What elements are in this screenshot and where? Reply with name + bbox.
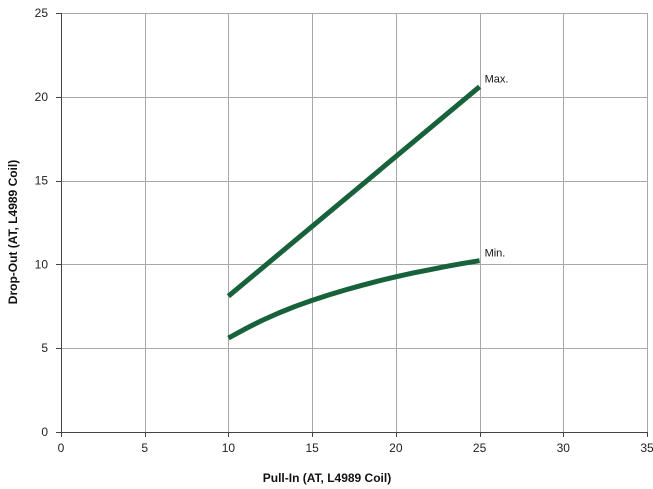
series-line-max: [226, 84, 482, 299]
series-label: Min.: [485, 248, 506, 260]
x-tick-label: 20: [389, 441, 403, 455]
x-tick-label: 10: [222, 441, 236, 455]
y-tick-label: 15: [35, 174, 49, 188]
series-line-min: [227, 258, 480, 341]
y-tick-label: 20: [35, 90, 49, 104]
x-tick-label: 0: [58, 441, 65, 455]
y-tick-label: 10: [35, 257, 49, 271]
y-tick-label: 5: [41, 341, 48, 355]
x-tick-label: 35: [640, 441, 653, 455]
axis-layer: [56, 13, 648, 437]
series-label: Max.: [485, 74, 509, 86]
y-tick-label: 25: [35, 6, 49, 20]
x-tick-label: 25: [473, 441, 487, 455]
x-axis-title: Pull-In (AT, L4989 Coil): [263, 471, 391, 485]
x-tick-label: 30: [557, 441, 571, 455]
x-tick-label: 5: [141, 441, 148, 455]
x-tick-label: 15: [305, 441, 319, 455]
series-layer: Max. Min.: [226, 74, 509, 341]
tick-layer: 0 5 10 15 20 25 30 35 0 5 10 15 20 25: [35, 6, 653, 455]
y-tick-label: 0: [41, 425, 48, 439]
y-axis-title: Drop-Out (AT, L4989 Coil): [6, 160, 20, 304]
grid-layer: [61, 13, 648, 432]
